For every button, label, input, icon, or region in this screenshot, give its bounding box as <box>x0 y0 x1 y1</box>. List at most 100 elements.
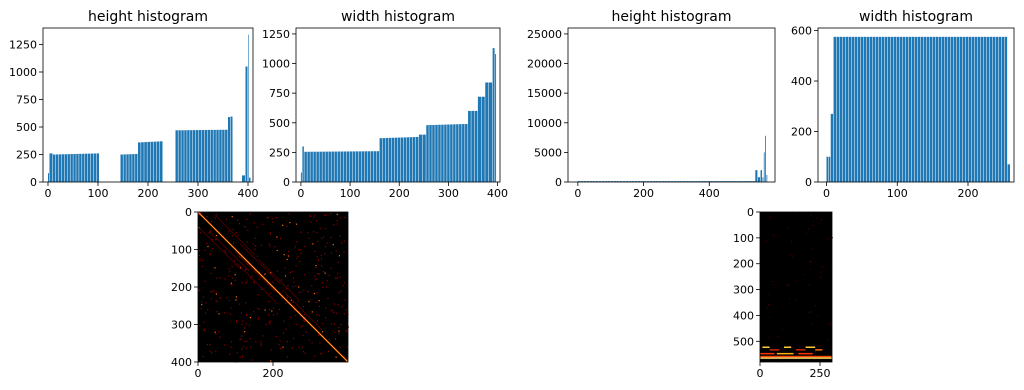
bar-1-6-11 <box>204 129 208 182</box>
y-tick-label-2-4: 750 <box>269 87 290 100</box>
bar-3-1-12 <box>610 181 614 182</box>
heat-cell-6-39 <box>812 221 814 223</box>
bar-3-1-38 <box>689 181 692 182</box>
heat-cell-5-250 <box>246 313 248 315</box>
heat-cell-5-408 <box>335 312 338 314</box>
bar-3-1-22 <box>641 181 644 182</box>
heat-cell-5-90 <box>272 221 274 223</box>
heat-cell-6-26 <box>802 274 804 276</box>
bar-2-8-1 <box>477 96 482 182</box>
heat-cell-5-170 <box>344 299 346 301</box>
heat-cell-5-116 <box>345 330 347 332</box>
heat-cell-5-67 <box>302 306 304 308</box>
heat-cell-5-96 <box>215 300 217 302</box>
bar-2-4-9 <box>403 137 407 182</box>
bar-1-3-9 <box>76 153 79 182</box>
bar-2-3-9 <box>328 151 331 182</box>
bar-1-5-8 <box>159 141 163 182</box>
x-tick-label-4-2: 100 <box>887 187 908 200</box>
heat-cell-5-214 <box>252 243 254 245</box>
bar-4-4-53 <box>989 36 993 183</box>
y-tick-label-1-2: 250 <box>16 149 37 162</box>
heat-cell-5-319 <box>276 313 278 315</box>
heat-cell-5-114 <box>258 278 260 280</box>
bar-1-6-13 <box>210 129 213 182</box>
heat-cell-6-6 <box>777 336 779 337</box>
chart-1: 0 100 200 300 400 0 250 500 750 1000 1250 height hi… <box>9 9 259 200</box>
heat-cell-5-18 <box>257 316 260 319</box>
heat-cell-5-172 <box>314 279 317 281</box>
y-tick-label-2-3: 500 <box>269 117 290 130</box>
heat-cell-5-83 <box>228 230 230 232</box>
heat-cell-5-93 <box>272 307 274 309</box>
bar-1-6-7 <box>193 130 196 182</box>
bar-1-7-2 <box>230 116 233 182</box>
heat-cell-5-4 <box>322 322 324 325</box>
y-tick-label-4-1: 0 <box>805 176 812 189</box>
heat-cell-5-304 <box>238 303 241 305</box>
heat-cell-5-311 <box>257 307 259 309</box>
heat-cell-6-8 <box>769 216 771 218</box>
heat-cell-5-119 <box>260 341 262 343</box>
heat-cell-5-54 <box>256 226 258 228</box>
heat-cell-5-111 <box>298 286 300 288</box>
heat-cell-6-5 <box>820 359 822 361</box>
heat-cell-5-297 <box>209 344 211 346</box>
heat-cell-5-397 <box>318 259 320 261</box>
bar-1-5-4 <box>147 141 151 182</box>
heat-cell-5-146 <box>262 335 264 337</box>
bar-1-4-6 <box>135 153 138 182</box>
heat-cell-5-171 <box>260 343 262 345</box>
heat-cell-6-35 <box>768 337 770 339</box>
y-tick-label-4-4: 600 <box>791 25 812 38</box>
heat-cell-5-147 <box>335 356 337 358</box>
chart-5: 0 200 0 100 200 300 400 <box>171 206 349 380</box>
heat-cell-5-169 <box>208 232 210 234</box>
bar-3-1-32 <box>671 181 674 182</box>
y-tick-label-1-3: 500 <box>16 121 37 134</box>
heat-cell-5-148 <box>216 301 218 303</box>
bar-1-6-1 <box>175 130 178 182</box>
bar-2-10-1 <box>492 48 495 182</box>
heat-cell-5-364 <box>216 277 218 279</box>
heat-cell-5-149 <box>241 282 243 284</box>
bar-3-6-1 <box>763 152 765 182</box>
y-tick-label-4-3: 400 <box>791 75 812 88</box>
heat-cell-6-22 <box>771 280 773 282</box>
heat-cell-5-372 <box>317 273 319 275</box>
heat-cell-5-322 <box>264 273 266 275</box>
bar-4-4-52 <box>986 36 990 183</box>
heat-cell-5-367 <box>319 342 321 344</box>
heat-cell-5-198 <box>270 360 272 362</box>
heat-cell-5-418 <box>200 308 202 310</box>
bar-4-4-35 <box>935 36 939 183</box>
bar-4-4-57 <box>1001 36 1005 183</box>
heat-cell-5-346 <box>326 280 328 282</box>
heat-cell-6-47 <box>795 212 796 214</box>
heat-cell-5-183 <box>230 341 232 343</box>
bar-4-4-42 <box>956 36 960 183</box>
bar-1-6-18 <box>225 129 228 182</box>
heat-cell-5-349 <box>255 341 257 343</box>
heat-cell-5-344 <box>279 347 281 349</box>
bar-4-4-49 <box>977 36 981 183</box>
bar-1-6-15 <box>216 129 219 182</box>
bar-4-4-48 <box>974 36 978 183</box>
heat-cell-5-387 <box>201 303 203 306</box>
heat-cell-5-302 <box>334 323 336 325</box>
heat-cell-5-361 <box>241 323 243 325</box>
heat-cell-5-411 <box>322 271 325 273</box>
heat-cell-5-273 <box>219 277 221 279</box>
heat-cell-6-23 <box>792 255 794 257</box>
heat-cell-5-353 <box>286 356 288 358</box>
heat-cell-5-401 <box>289 222 291 224</box>
bar-2-3-21 <box>364 151 368 182</box>
heat-cell-5-145 <box>342 285 344 287</box>
heat-cell-5-382 <box>276 249 278 252</box>
heat-cell-5-66 <box>272 281 274 283</box>
heat-cell-5-194 <box>322 287 324 289</box>
heat-cell-5-196 <box>346 346 348 348</box>
x-tick-label-4-1: 0 <box>823 187 830 200</box>
bar-4-4-11 <box>863 36 867 183</box>
y-tick-label-5-3: 200 <box>171 281 192 294</box>
